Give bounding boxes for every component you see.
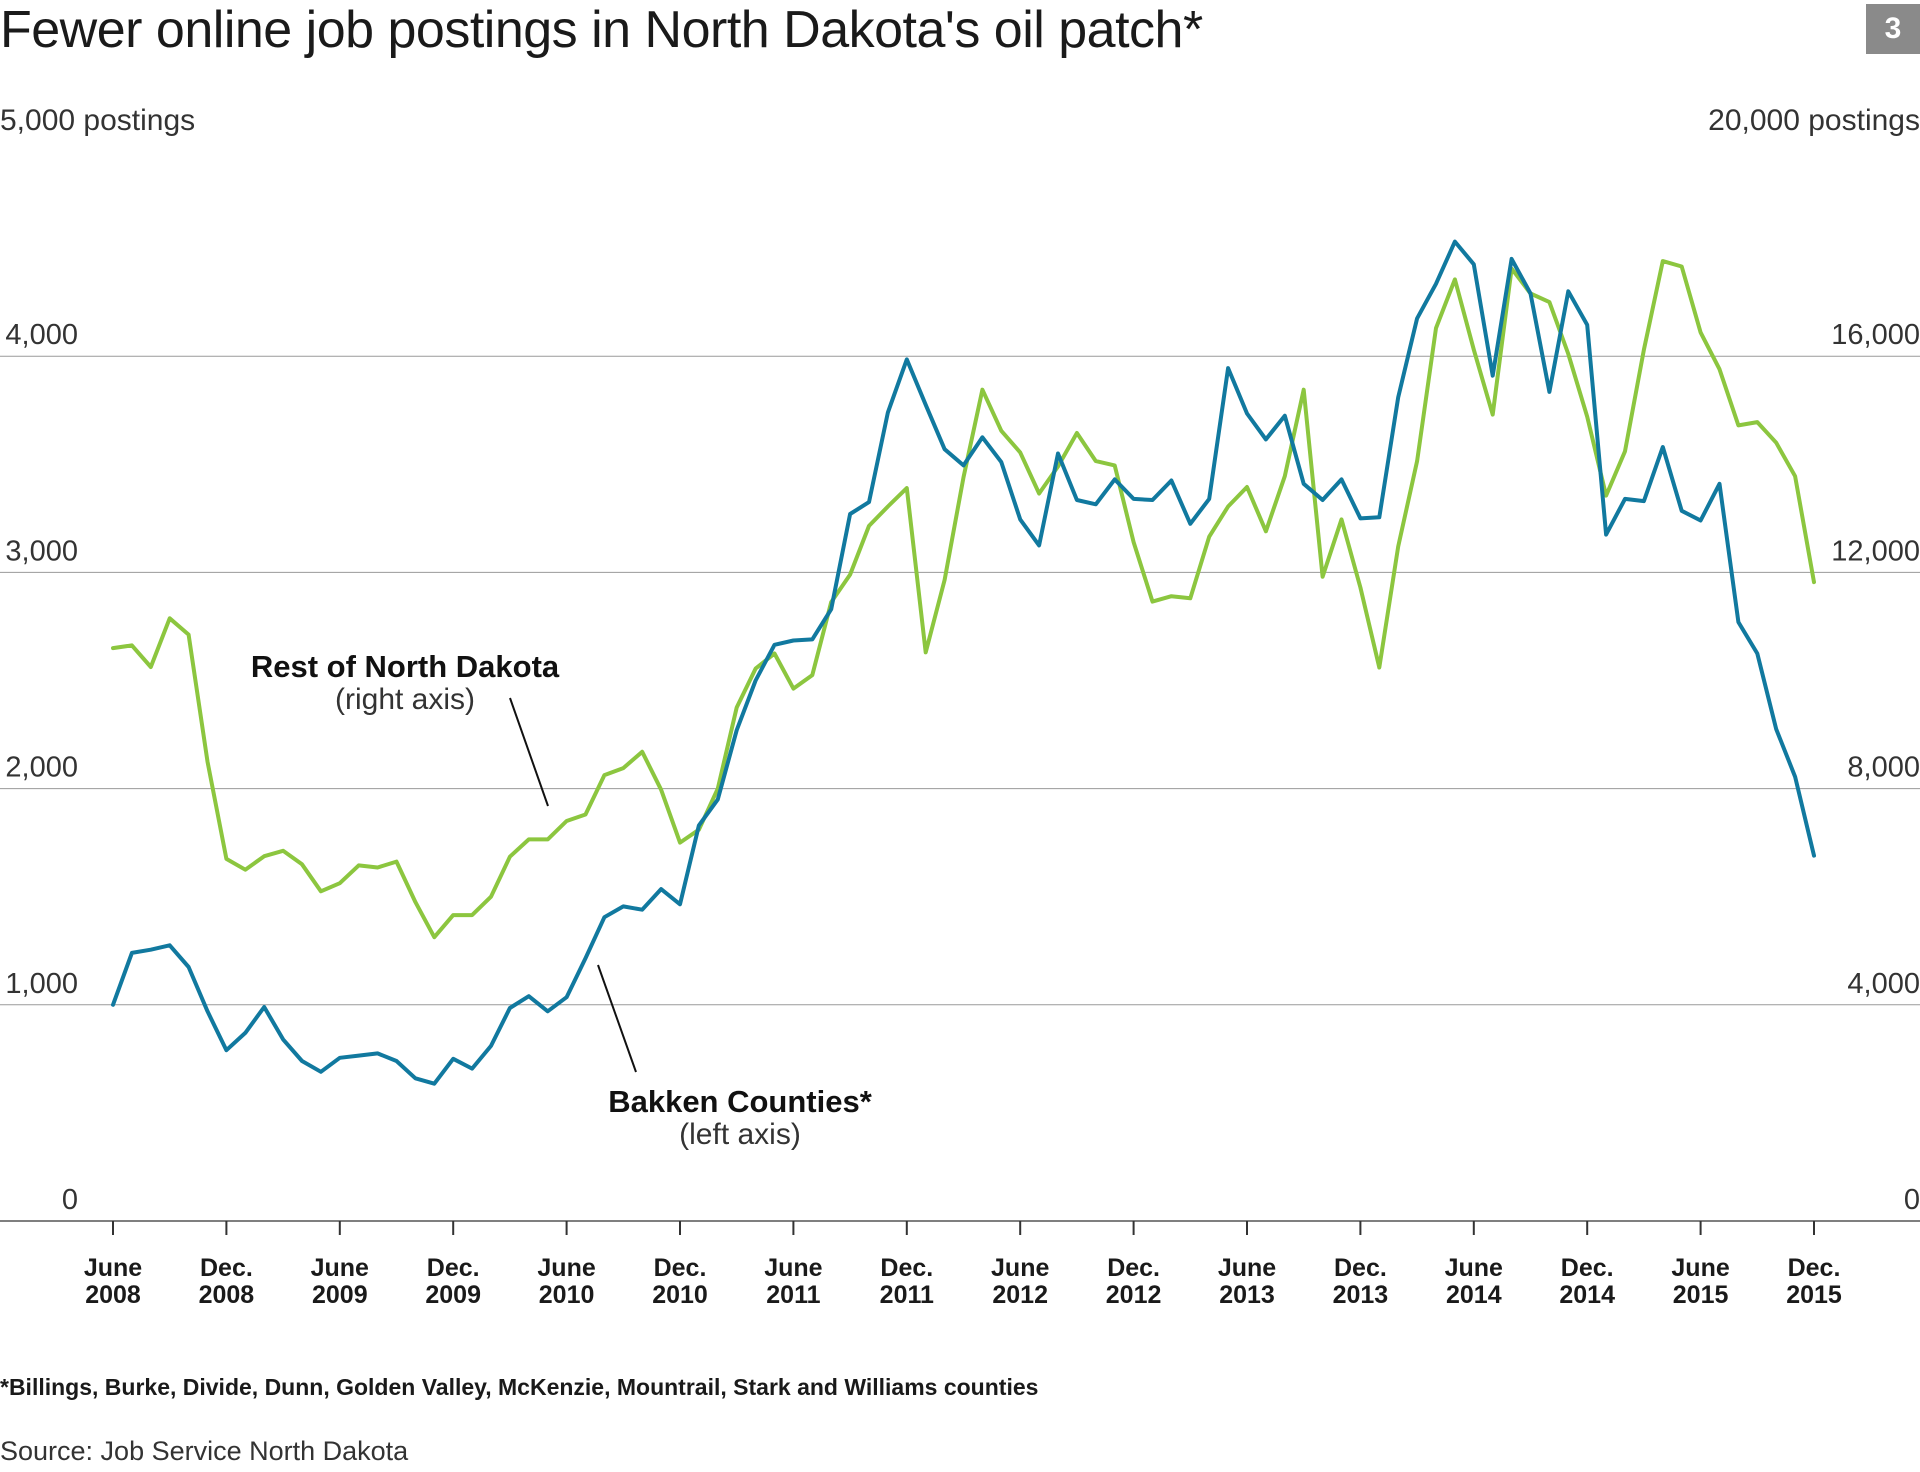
x-axis-tick-year: 2011 [880,1281,934,1309]
x-axis-tick-month: Dec. [427,1254,480,1282]
right-axis-tick-label: 0 [1904,1184,1920,1216]
x-axis-tick-year: 2010 [539,1281,595,1309]
left-axis-tick-label: 1,000 [5,968,78,1000]
left-axis-tick-label: 0 [62,1184,78,1216]
x-axis-tick-year: 2011 [766,1281,820,1309]
x-axis-tick-year: 2012 [992,1281,1048,1309]
right-axis-tick-label: 12,000 [1831,535,1920,567]
left-axis-unit: 5,000 postings [0,104,196,137]
right-axis-tick-label: 16,000 [1831,319,1920,351]
x-axis-tick-month: Dec. [1334,1254,1387,1282]
left-axis-tick-label: 3,000 [5,535,78,567]
source-note: Source: Job Service North Dakota [0,1436,409,1466]
bakken-series-axis-note: (left axis) [679,1118,801,1151]
footnote: *Billings, Burke, Divide, Dunn, Golden V… [0,1374,1039,1400]
x-axis-tick-year: 2009 [425,1281,481,1309]
x-axis-tick-year: 2008 [199,1281,255,1309]
x-axis-tick-year: 2013 [1333,1281,1389,1309]
x-axis-tick-year: 2008 [85,1281,141,1309]
rest-series-label: Rest of North Dakota [251,649,560,684]
x-axis-tick-year: 2010 [652,1281,708,1309]
x-axis-tick-year: 2015 [1786,1281,1842,1309]
x-axis-tick-month: June [1445,1254,1503,1282]
x-axis-tick-year: 2012 [1106,1281,1162,1309]
x-axis-tick-month: June [991,1254,1049,1282]
x-axis-tick-month: June [537,1254,595,1282]
left-axis-tick-label: 4,000 [5,319,78,351]
x-axis-tick-month: Dec. [654,1254,707,1282]
right-axis-unit: 20,000 postings [1708,104,1920,137]
right-axis-tick-label: 4,000 [1847,968,1920,1000]
x-axis-tick-month: Dec. [880,1254,933,1282]
chart-number-badge: 3 [1866,4,1920,54]
x-axis-tick-month: June [84,1254,142,1282]
x-axis-tick-month: Dec. [1561,1254,1614,1282]
x-axis-tick-month: Dec. [200,1254,253,1282]
bakken-label-leader-line [597,964,637,1073]
x-axis-tick-year: 2009 [312,1281,368,1309]
rest-series-axis-note: (right axis) [335,683,475,716]
x-axis-tick-month: June [1671,1254,1729,1282]
x-axis-tick-year: 2015 [1673,1281,1729,1309]
bakken-series-line [111,239,1816,1086]
rest-label-leader-line [509,697,549,807]
x-axis-tick-month: June [764,1254,822,1282]
chart-title: Fewer online job postings in North Dakot… [0,1,1203,59]
x-axis-tick-month: Dec. [1788,1254,1841,1282]
x-axis-tick-year: 2014 [1446,1281,1502,1309]
x-axis-tick-year: 2014 [1559,1281,1615,1309]
bakken-series-label: Bakken Counties* [608,1084,873,1119]
x-axis-tick-year: 2013 [1219,1281,1275,1309]
x-axis-tick-month: June [311,1254,369,1282]
rest-of-north-dakota-series-line [111,259,1816,940]
right-axis-tick-label: 8,000 [1847,752,1920,784]
x-axis-tick-month: Dec. [1107,1254,1160,1282]
left-axis-tick-label: 2,000 [5,752,78,784]
x-axis-tick-month: June [1218,1254,1276,1282]
